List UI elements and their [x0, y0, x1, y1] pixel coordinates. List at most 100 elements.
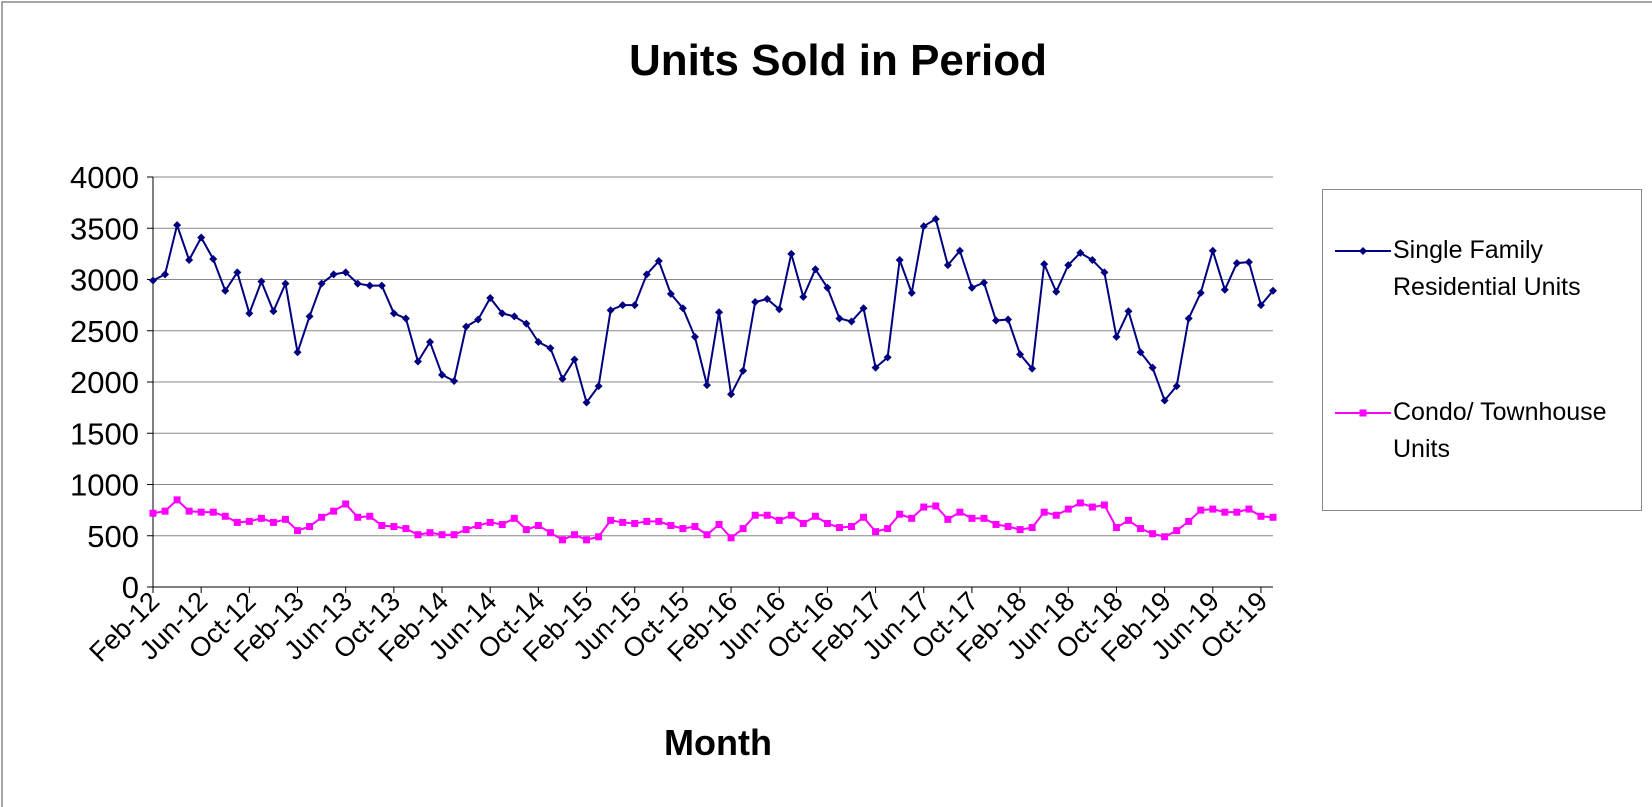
- data-point: [1257, 512, 1265, 520]
- data-point: [884, 525, 892, 533]
- data-point: [366, 512, 374, 520]
- data-point: [1256, 301, 1265, 310]
- data-point: [1016, 526, 1024, 534]
- data-point: [763, 511, 771, 519]
- data-point: [1220, 285, 1229, 294]
- data-point: [1184, 314, 1193, 323]
- data-point: [835, 314, 844, 323]
- data-point: [702, 381, 711, 390]
- data-point: [944, 515, 952, 523]
- data-point: [342, 500, 350, 508]
- data-point: [703, 531, 711, 539]
- data-point: [1185, 517, 1193, 525]
- data-point: [330, 507, 338, 515]
- data-point: [1149, 530, 1157, 538]
- data-point: [679, 525, 687, 533]
- data-point: [811, 265, 820, 274]
- data-point: [269, 307, 278, 316]
- data-point: [1244, 258, 1253, 267]
- legend-label: Condo/ Townhouse Units: [1393, 398, 1607, 463]
- data-point: [967, 283, 976, 292]
- data-point: [847, 317, 856, 326]
- data-point: [546, 529, 554, 537]
- data-point: [341, 268, 350, 277]
- data-point: [1100, 501, 1108, 509]
- data-point: [690, 332, 699, 341]
- data-point: [498, 309, 507, 318]
- data-point: [486, 518, 494, 526]
- data-point: [558, 536, 566, 544]
- data-point: [968, 514, 976, 522]
- y-tick-label: 1000: [70, 468, 139, 503]
- data-point: [799, 292, 808, 301]
- data-point: [185, 256, 194, 265]
- data-point: [1112, 332, 1121, 341]
- data-point: [1064, 261, 1073, 270]
- data-point: [1124, 307, 1133, 316]
- data-point: [931, 215, 940, 224]
- data-point: [474, 522, 482, 529]
- data-point: [546, 344, 555, 353]
- data-point: [1173, 527, 1181, 535]
- legend-swatch: [1335, 409, 1391, 417]
- legend-marker: [1359, 409, 1367, 417]
- data-point: [1028, 524, 1036, 532]
- data-point: [619, 518, 627, 526]
- data-point: [1148, 363, 1157, 372]
- data-point: [859, 304, 868, 313]
- data-point: [281, 279, 290, 288]
- data-point: [583, 536, 591, 544]
- data-point: [799, 519, 807, 527]
- data-point: [1004, 315, 1013, 324]
- data-point: [221, 512, 229, 520]
- y-tick-label: 2500: [70, 314, 139, 349]
- data-point: [582, 398, 591, 407]
- y-tick-label: 2000: [70, 365, 139, 400]
- data-point: [462, 322, 471, 331]
- data-point: [438, 531, 446, 539]
- data-point: [1100, 268, 1109, 277]
- series-line: [152, 217, 1274, 405]
- data-point: [907, 288, 916, 297]
- data-point: [955, 246, 964, 255]
- data-point: [643, 517, 651, 525]
- data-point: [1208, 246, 1217, 255]
- data-point: [872, 528, 880, 536]
- data-point: [908, 514, 916, 522]
- data-point: [534, 522, 542, 529]
- data-point: [751, 511, 759, 519]
- data-point: [1233, 508, 1241, 516]
- data-point: [727, 534, 735, 542]
- data-point: [992, 316, 1001, 325]
- data-point: [739, 366, 748, 375]
- legend-marker: [1359, 247, 1367, 255]
- data-point: [438, 370, 447, 379]
- data-point: [294, 527, 302, 535]
- data-point: [979, 278, 988, 287]
- data-point: [209, 508, 217, 516]
- data-point: [354, 513, 362, 521]
- data-point: [185, 507, 193, 515]
- legend-swatch: [1335, 247, 1391, 255]
- legend-item: Condo/ Townhouse Units: [1333, 394, 1613, 468]
- data-point: [209, 255, 218, 263]
- data-point: [715, 520, 723, 528]
- data-point: [1016, 350, 1025, 359]
- data-point: [1137, 525, 1145, 533]
- data-point: [920, 503, 928, 511]
- legend-label: Single Family Residential Units: [1393, 236, 1581, 301]
- data-point: [1232, 259, 1241, 268]
- data-point: [727, 390, 736, 399]
- data-point: [293, 348, 302, 357]
- data-point: [377, 281, 386, 290]
- data-point: [389, 309, 398, 318]
- data-point: [233, 268, 242, 277]
- data-point: [558, 374, 567, 383]
- data-point: [1136, 348, 1145, 357]
- data-point: [607, 516, 615, 524]
- data-point: [1088, 256, 1097, 265]
- data-point: [149, 276, 157, 285]
- data-point: [1028, 364, 1037, 373]
